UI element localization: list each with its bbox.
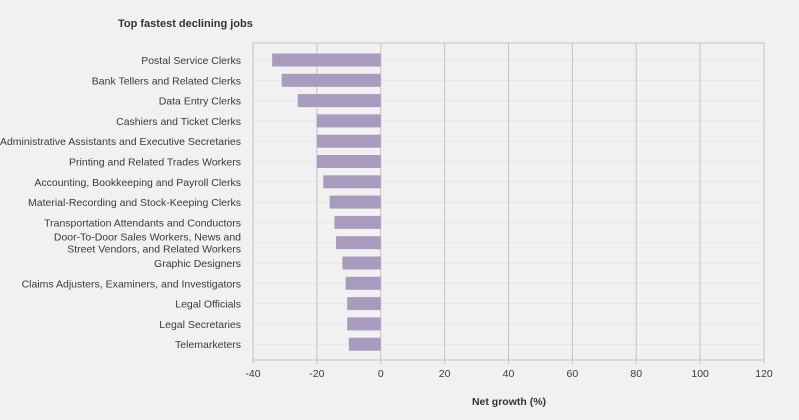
bar bbox=[316, 134, 381, 148]
category-label: Printing and Related Trades Workers bbox=[69, 157, 241, 169]
bar bbox=[347, 297, 381, 311]
category-label: Legal Secretaries bbox=[159, 319, 241, 331]
category-label: Graphic Designers bbox=[154, 258, 241, 270]
bar bbox=[336, 236, 381, 250]
bar bbox=[272, 53, 381, 67]
x-tick-label: 40 bbox=[503, 368, 515, 380]
bar bbox=[334, 215, 381, 229]
x-tick-label: -20 bbox=[309, 368, 324, 380]
category-label: Data Entry Clerks bbox=[159, 96, 241, 108]
category-label: Legal Officials bbox=[175, 299, 241, 311]
bar bbox=[329, 195, 381, 209]
category-label: Transportation Attendants and Conductors bbox=[44, 217, 241, 229]
x-tick-label: -40 bbox=[245, 368, 260, 380]
category-label: Material-Recording and Stock-Keeping Cle… bbox=[28, 197, 241, 209]
bars bbox=[272, 53, 381, 351]
bar bbox=[347, 317, 381, 331]
category-label: Door-To-Door Sales Workers, News and Stre… bbox=[54, 232, 241, 256]
x-tick-labels: -40 -20 0 20 40 60 80 100 120 bbox=[245, 368, 773, 380]
bar bbox=[345, 276, 381, 290]
bar bbox=[316, 114, 381, 128]
chart-title: Top fastest declining jobs bbox=[118, 18, 253, 30]
category-label: Administrative Assistants and Executive … bbox=[0, 136, 241, 148]
x-axis-label: Net growth (%) bbox=[472, 396, 546, 408]
bar bbox=[316, 155, 381, 168]
category-label: Accounting, Bookkeeping and Payroll Cler… bbox=[34, 177, 241, 189]
x-tick-label: 80 bbox=[630, 368, 642, 380]
category-label: Bank Tellers and Related Clerks bbox=[92, 75, 241, 87]
bar bbox=[323, 175, 381, 189]
category-labels: Postal Service Clerks Bank Tellers and Re… bbox=[0, 55, 241, 351]
bar bbox=[297, 94, 381, 108]
bar bbox=[342, 256, 381, 270]
x-tick-label: 120 bbox=[755, 368, 773, 380]
bar bbox=[348, 337, 381, 351]
x-tick-label: 0 bbox=[378, 368, 384, 380]
x-tick-label: 60 bbox=[567, 368, 579, 380]
bar bbox=[281, 73, 381, 87]
x-tick-label: 20 bbox=[439, 368, 451, 380]
category-label: Cashiers and Ticket Clerks bbox=[116, 116, 241, 128]
category-label: Postal Service Clerks bbox=[141, 55, 241, 67]
x-tick-label: 100 bbox=[691, 368, 709, 380]
category-label: Telemarketers bbox=[175, 339, 241, 351]
category-label: Claims Adjusters, Examiners, and Investi… bbox=[22, 278, 241, 290]
